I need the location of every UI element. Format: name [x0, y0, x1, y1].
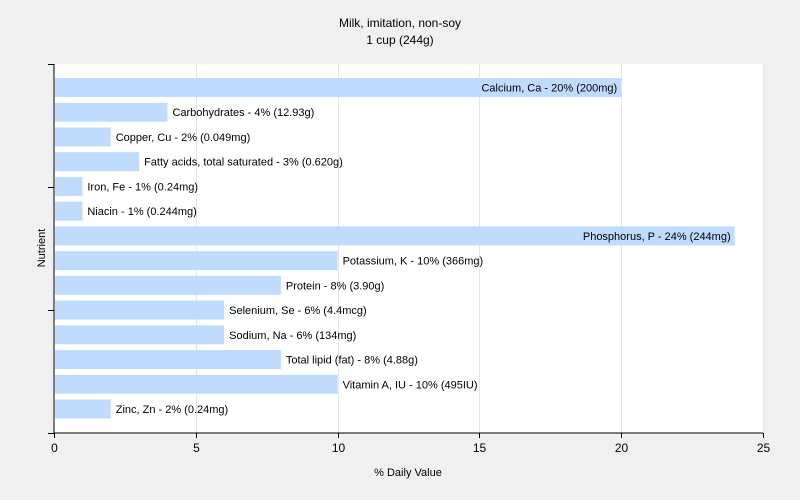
bar — [55, 399, 111, 419]
gridlines — [196, 64, 764, 433]
x-tick-label: 15 — [473, 441, 487, 455]
bar — [55, 78, 622, 97]
bar-label: Phosphorus, P - 24% (244mg) — [583, 231, 731, 243]
plot-area — [54, 64, 763, 433]
bar — [55, 127, 111, 147]
bar-labels: Calcium, Ca - 20% (200mg) Carbohydrates -… — [87, 83, 730, 416]
bar-label: Copper, Cu - 2% (0.049mg) — [116, 132, 251, 144]
bar-label: Vitamin A, IU - 10% (495IU) — [343, 379, 478, 391]
bar — [55, 300, 225, 320]
x-axis-title: % Daily Value — [374, 467, 442, 479]
chart-subtitle: 1 cup (244g) — [366, 33, 433, 47]
bar-label: Carbohydrates - 4% (12.93g) — [172, 107, 314, 119]
bar-label: Calcium, Ca - 20% (200mg) — [481, 83, 617, 95]
bar-label: Protein - 8% (3.90g) — [286, 280, 384, 292]
y-axis-title: Nutrient — [36, 229, 48, 268]
bar — [55, 275, 281, 295]
x-axis-ticks: 0 5 10 15 20 25 — [51, 433, 770, 455]
bar — [55, 251, 338, 271]
bar-label: Potassium, K - 10% (366mg) — [343, 256, 484, 268]
bar-label: Niacin - 1% (0.244mg) — [87, 206, 196, 218]
y-axis-ticks — [48, 64, 54, 434]
x-tick-label: 5 — [193, 441, 200, 455]
bar-label: Sodium, Na - 6% (134mg) — [229, 330, 356, 342]
bar — [55, 102, 168, 122]
bar — [55, 201, 83, 221]
bar — [55, 325, 225, 345]
bar-label: Total lipid (fat) - 8% (4.88g) — [286, 355, 418, 367]
bar — [55, 374, 338, 394]
bar-label: Iron, Fe - 1% (0.24mg) — [87, 181, 198, 193]
bar — [55, 152, 140, 172]
chart-title: Milk, imitation, non-soy — [339, 16, 461, 30]
x-tick-label: 25 — [757, 441, 771, 455]
bar-label: Selenium, Se - 6% (4.4mcg) — [229, 305, 367, 317]
bar — [55, 350, 281, 370]
bar-label: Fatty acids, total saturated - 3% (0.620… — [144, 157, 343, 169]
x-tick-label: 0 — [51, 441, 58, 455]
bar — [55, 176, 83, 196]
bars — [55, 78, 735, 419]
bar-label: Zinc, Zn - 2% (0.24mg) — [116, 404, 228, 416]
bar — [55, 226, 735, 246]
x-tick-label: 10 — [332, 441, 346, 455]
x-tick-label: 20 — [615, 441, 629, 455]
